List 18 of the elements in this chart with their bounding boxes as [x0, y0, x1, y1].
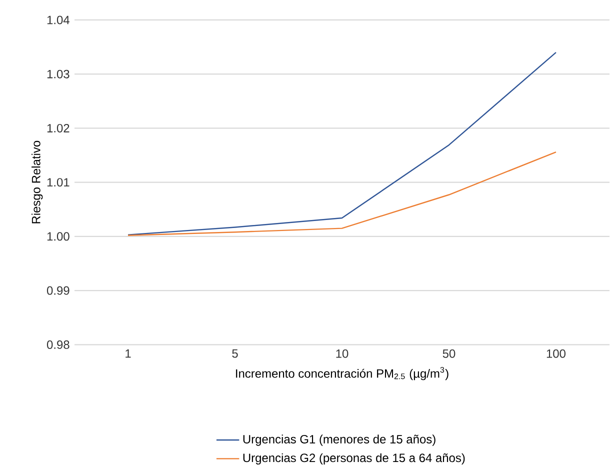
y-tick-label: 1.04: [47, 16, 70, 24]
x-axis-title: Incremento concentración PM$_{2.5}$ (µg/m$^{3}$): [236, 366, 448, 380]
legend-label: Urgencias G1 (menores de 15 años): [243, 434, 436, 446]
line-series: [127, 52, 557, 236]
x-tick-label: 100: [546, 349, 566, 358]
y-axis-title: Riesgo Relativo: [32, 140, 43, 224]
y-tick-label: 1.02: [47, 124, 70, 132]
legend-label: Urgencias G2 (personas de 15 a 64 años): [243, 453, 465, 464]
y-tick-label: 0.99: [46, 286, 70, 295]
y-tick-label: 0.98: [46, 340, 70, 349]
y-tick-label: 1.03: [47, 70, 70, 78]
line-series: [127, 151, 557, 236]
x-tick-label: 1: [126, 349, 131, 358]
x-tick-label: 10: [336, 349, 348, 358]
x-tick-label: 5: [232, 349, 238, 358]
y-tick-label: 1.01: [47, 178, 70, 187]
y-tick-label: 1.00: [47, 232, 70, 241]
x-tick-label: 50: [442, 349, 456, 358]
